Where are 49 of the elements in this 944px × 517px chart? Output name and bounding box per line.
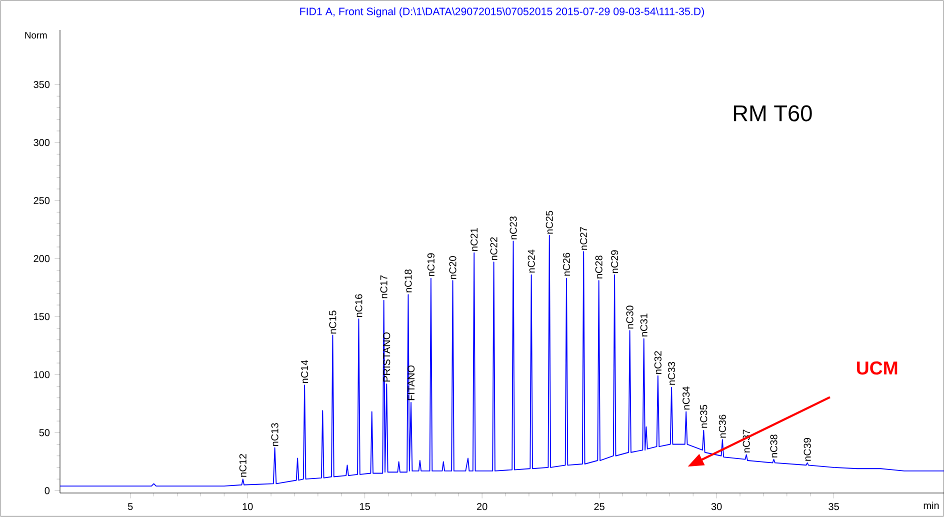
annotation: nC23: [510, 216, 517, 240]
annotation: nC29: [611, 250, 618, 274]
annotation: nC17: [380, 275, 388, 298]
annotation: PRISTANO: [383, 332, 390, 382]
annotation: nC22: [490, 237, 498, 260]
annotation: nC33: [668, 362, 676, 385]
annotation: nC30: [626, 306, 634, 329]
y-tick-label: 0: [44, 487, 50, 494]
x-tick-label: 15: [360, 503, 370, 510]
y-tick-label: 250: [34, 197, 50, 204]
y-axis-title: Norm: [25, 32, 47, 39]
x-tick-label: 25: [594, 503, 604, 510]
x-tick-label: 10: [242, 503, 253, 510]
x-axis-title: min: [924, 502, 939, 509]
annotation: nC32: [654, 351, 662, 374]
x-tick-label: 20: [477, 503, 488, 510]
annotation: nC24: [528, 250, 535, 273]
annotation: nC31: [640, 314, 648, 336]
annotation: nC18: [404, 270, 412, 292]
annotation: nC20: [449, 256, 456, 279]
annotation: nC21: [470, 228, 478, 251]
y-tick-label: 300: [34, 139, 50, 146]
annotation: nC14: [301, 360, 308, 384]
annotation: nC26: [562, 252, 570, 276]
annotation: nC19: [427, 253, 435, 276]
x-tick-label: 5: [128, 503, 133, 510]
y-tick-label: 350: [34, 80, 50, 88]
annotation: nC38: [770, 434, 778, 458]
annotation: nC36: [718, 414, 726, 438]
x-tick-label: 30: [711, 503, 722, 510]
y-tick-label: 100: [34, 371, 50, 378]
y-tick-label: 50: [39, 429, 50, 436]
annotation: nC39: [804, 438, 811, 461]
annotation: nC35: [700, 404, 708, 428]
x-tick-label: 35: [828, 503, 839, 510]
annotation: FITANO: [407, 365, 415, 400]
chart-title: FID1 A, Front Signal (D:\1\DATA\29072015\07052015 2015-07-29 09-03-54\111-35.D): [300, 7, 704, 18]
annotation: RM T60: [734, 105, 812, 122]
y-tick-label: 200: [34, 255, 50, 262]
annotation: nC34: [682, 386, 690, 410]
annotation: nC28: [595, 256, 602, 278]
annotation: UCM: [857, 361, 898, 375]
annotation: nC25: [546, 210, 553, 234]
annotation: nC12: [239, 454, 246, 477]
annotation: nC15: [329, 310, 336, 334]
annotation: nC13: [271, 423, 278, 446]
annotation: nC16: [355, 294, 362, 318]
y-tick-label: 150: [34, 313, 50, 320]
annotation: nC27: [580, 227, 588, 250]
